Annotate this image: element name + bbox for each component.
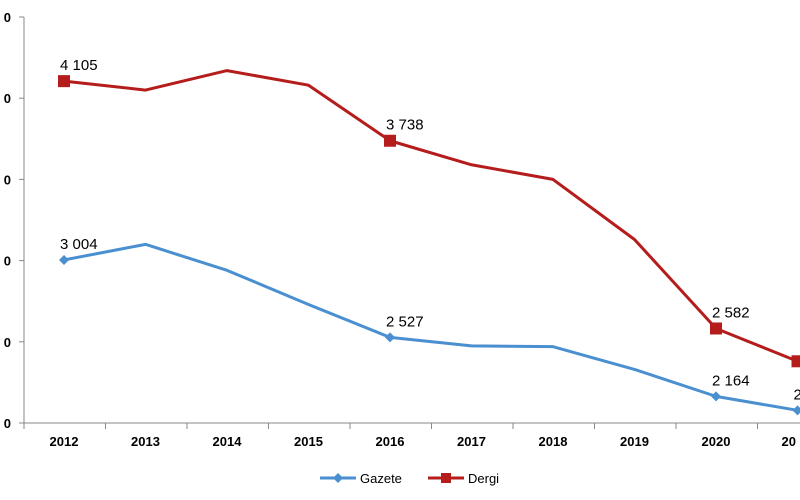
y-tick-label: 0	[4, 172, 11, 187]
y-tick-label: 0	[4, 254, 11, 269]
x-tick-label: 2015	[294, 434, 323, 449]
data-point-marker	[384, 134, 396, 147]
series-line-dergi	[62, 69, 799, 363]
data-label: 3 004	[60, 236, 98, 253]
data-label: 4 105	[60, 57, 98, 74]
legend-marker	[441, 473, 451, 483]
x-tick-label: 2013	[131, 434, 160, 449]
data-point-marker	[59, 254, 69, 265]
data-label: 2 164	[712, 372, 750, 389]
data-labels: 3 004 2 527 2 164 2 4 105 3 738 2 582	[60, 57, 800, 403]
series-line-gazete	[62, 242, 799, 412]
data-label: 2 582	[712, 304, 750, 321]
data-label: 2 527	[386, 313, 424, 330]
data-label: 2	[794, 386, 800, 403]
data-point-marker	[711, 391, 721, 402]
legend-label: Dergi	[468, 471, 499, 486]
data-point-marker	[792, 405, 800, 416]
axes: 0 0 0 0 0 0 2012 2013 2014 2015 2016 2017 2018 2019 20…	[4, 10, 800, 449]
x-tick-label: 20	[782, 434, 796, 449]
y-tick-label: 0	[4, 10, 11, 25]
data-point-marker	[710, 322, 722, 335]
y-tick-label: 0	[4, 416, 11, 431]
x-tick-label: 2016	[376, 434, 405, 449]
series-lines	[62, 69, 799, 412]
x-tick-label: 2014	[213, 434, 243, 449]
legend-marker	[333, 473, 343, 483]
data-point-marker	[58, 75, 70, 88]
x-tick-label: 2017	[457, 434, 486, 449]
x-tick-label: 2018	[539, 434, 568, 449]
legend-label: Gazete	[360, 471, 402, 486]
data-point-marker	[385, 332, 395, 343]
data-point-marker	[791, 355, 800, 368]
x-tick-label: 2019	[620, 434, 649, 449]
y-tick-label: 0	[4, 91, 11, 106]
y-tick-label: 0	[4, 335, 11, 350]
data-label: 3 738	[386, 117, 424, 134]
markers	[58, 75, 800, 416]
x-tick-label: 2020	[702, 434, 731, 449]
x-tick-label: 2012	[50, 434, 79, 449]
legend: Gazete Dergi	[320, 471, 499, 486]
